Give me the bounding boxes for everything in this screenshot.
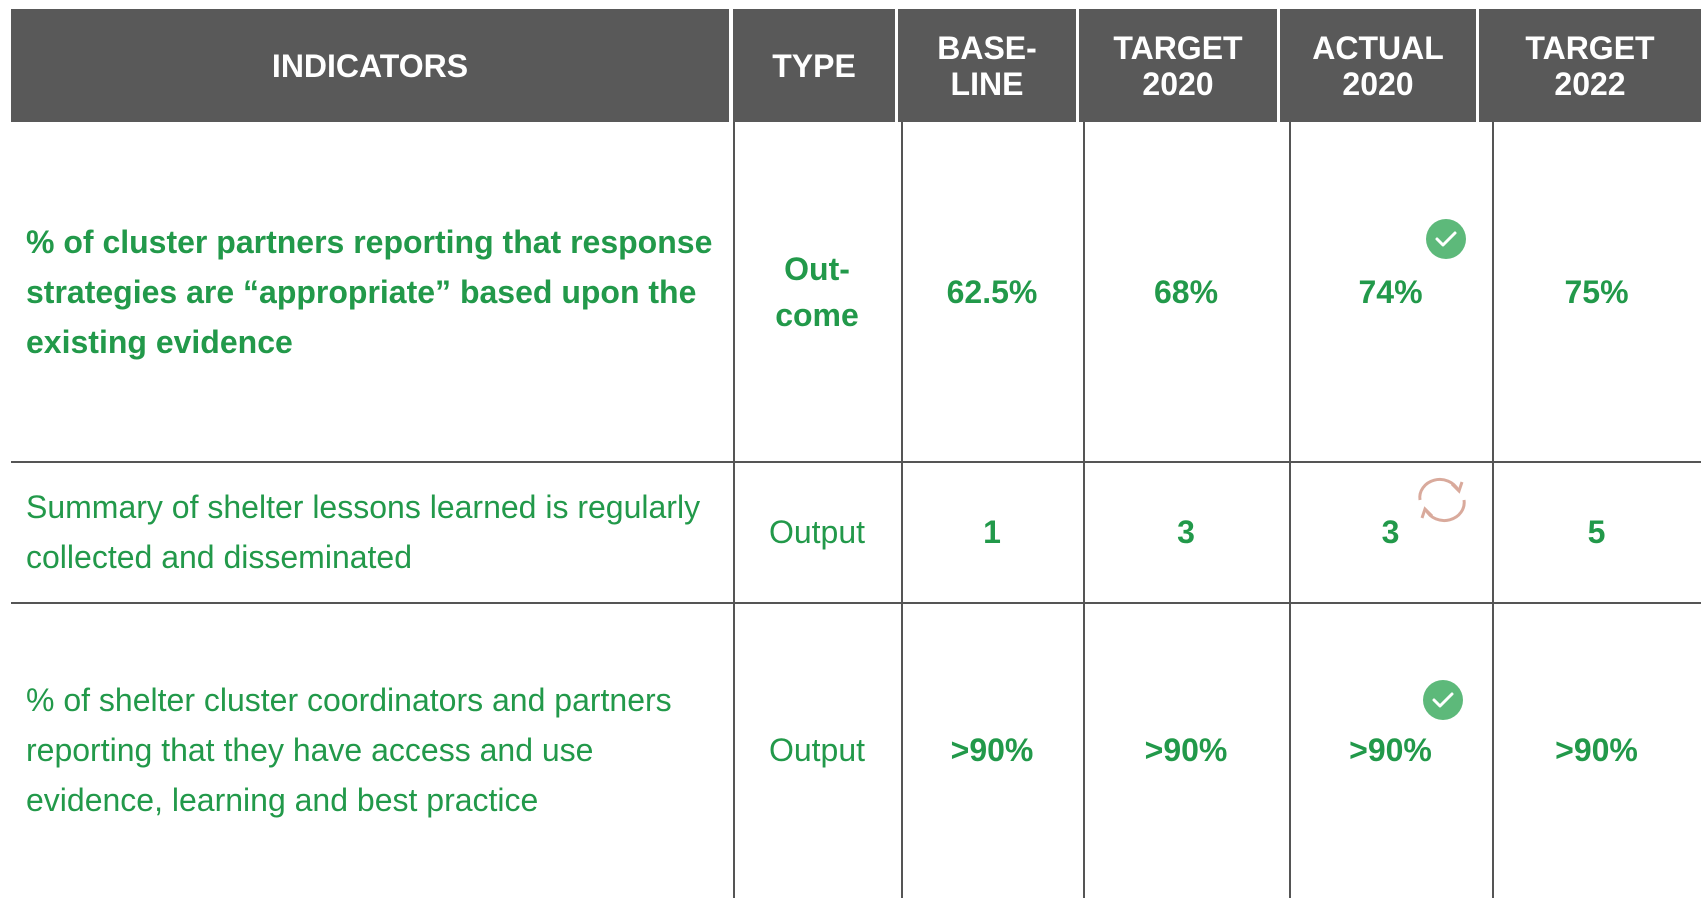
value: 74% — [1358, 273, 1423, 310]
check-icon — [1423, 680, 1463, 720]
row-line — [11, 602, 1701, 604]
value: 1 — [983, 513, 1001, 550]
text-line: come — [775, 296, 859, 333]
header-cell: ACTUAL 2020 — [1280, 9, 1476, 122]
header-cell: BASE- LINE — [898, 9, 1076, 122]
header-cell: TYPE — [733, 9, 895, 122]
column-line — [733, 122, 735, 898]
row-line — [11, 461, 1701, 463]
text-line: Output — [768, 513, 866, 550]
header-cell: TARGET 2020 — [1079, 9, 1277, 122]
type: Out-come — [733, 122, 901, 461]
value: >90% — [950, 732, 1034, 768]
column-line — [1289, 122, 1291, 898]
value: 68% — [1153, 273, 1219, 310]
refresh-icon — [1418, 478, 1466, 522]
value: 5 — [1587, 513, 1606, 550]
indicator: % of cluster partners reporting that res… — [26, 122, 716, 461]
text-line: 2020 — [1342, 65, 1414, 102]
text-line: INDICATORS — [271, 47, 469, 84]
text-line: TARGET — [1113, 29, 1243, 66]
type: Output — [733, 461, 901, 602]
text-line: LINE — [950, 65, 1024, 102]
text-line: TYPE — [772, 47, 856, 84]
column-line — [901, 122, 903, 898]
column-line — [1492, 122, 1494, 898]
indicator-text: Summary of shelter lessons learned is re… — [26, 488, 701, 575]
value: >90% — [1555, 732, 1638, 768]
value: 62.5% — [946, 273, 1038, 310]
value: >90% — [1144, 732, 1228, 768]
header-cell: INDICATORS — [11, 9, 729, 122]
text-line: 2020 — [1142, 65, 1214, 102]
indicator-text: % of cluster partners reporting that res… — [26, 223, 713, 360]
value: >90% — [1349, 732, 1432, 768]
indicator-text: % of shelter cluster coordinators and pa… — [26, 682, 672, 818]
value: 75% — [1564, 273, 1629, 310]
text-line: BASE- — [937, 29, 1037, 66]
text-line: Output — [768, 732, 866, 768]
indicator: % of shelter cluster coordinators and pa… — [26, 602, 716, 898]
column-line — [1083, 122, 1085, 898]
value: 3 — [1177, 513, 1195, 550]
value: 3 — [1381, 513, 1400, 550]
type: Output — [733, 602, 901, 898]
check-icon — [1426, 219, 1466, 259]
indicator: Summary of shelter lessons learned is re… — [26, 461, 716, 602]
header-cell: TARGET 2022 — [1479, 9, 1701, 122]
text-line: ACTUAL — [1312, 29, 1444, 66]
text-line: TARGET — [1525, 29, 1655, 66]
text-line: Out- — [784, 250, 850, 287]
text-line: 2022 — [1554, 65, 1626, 102]
